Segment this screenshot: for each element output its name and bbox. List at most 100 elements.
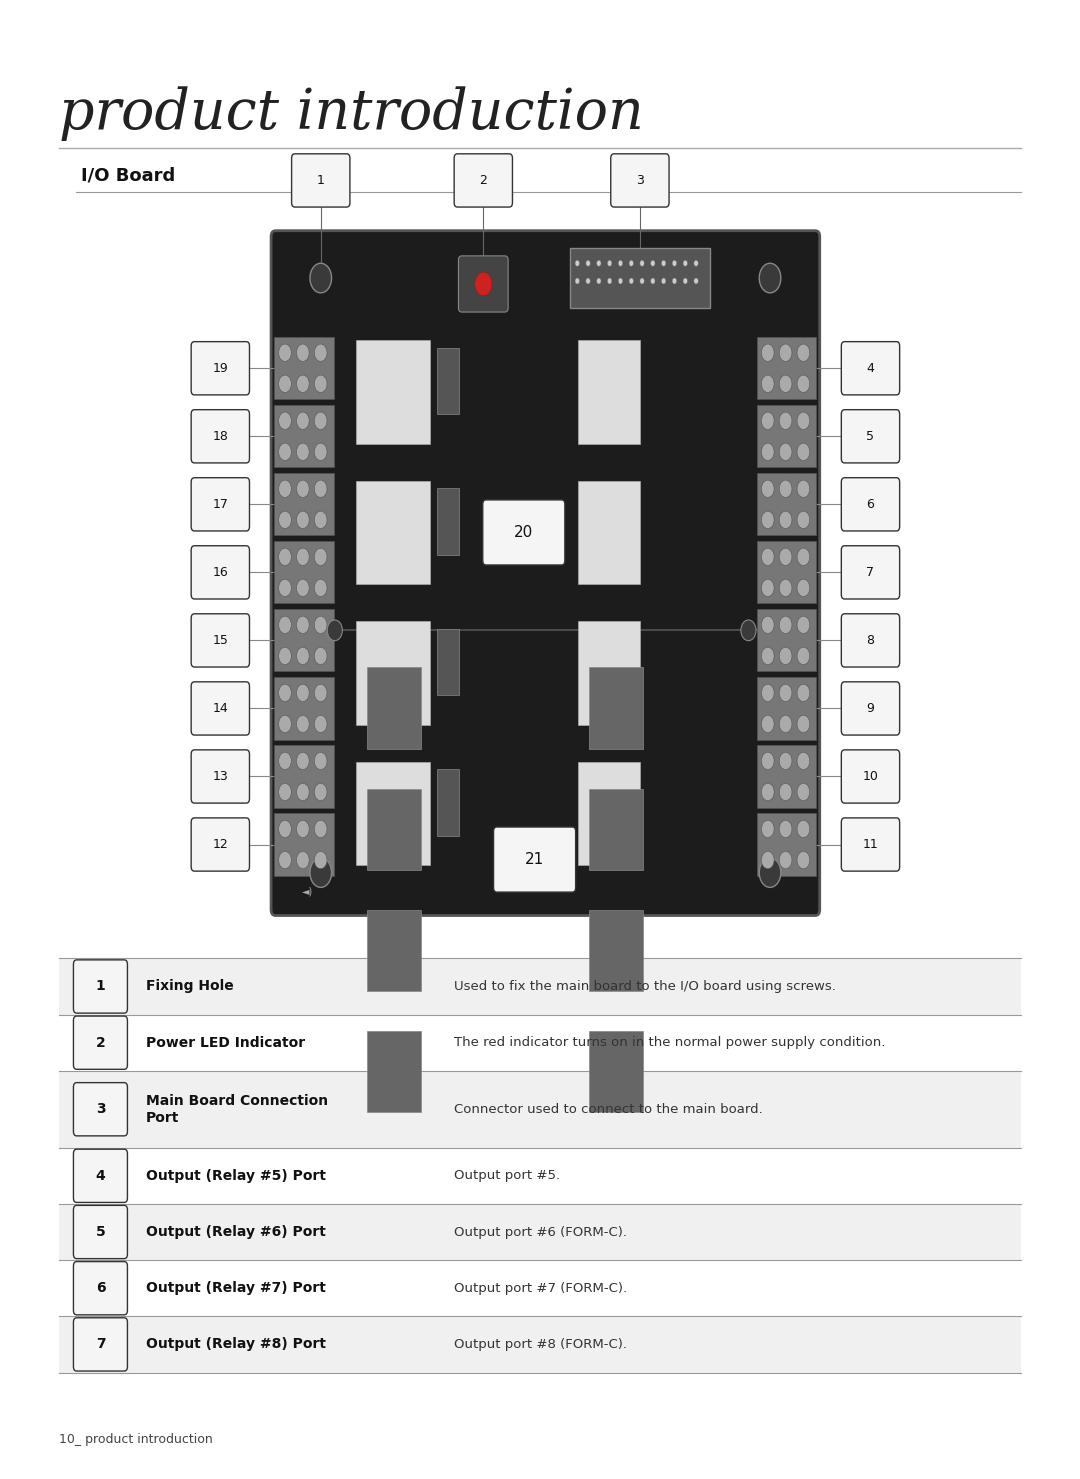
Bar — [59, 1204, 1021, 1260]
Bar — [757, 405, 816, 467]
Circle shape — [297, 481, 309, 497]
Bar — [589, 788, 643, 870]
Circle shape — [630, 260, 634, 266]
Circle shape — [586, 278, 591, 284]
Bar — [757, 813, 816, 876]
Circle shape — [297, 549, 309, 565]
FancyBboxPatch shape — [191, 410, 249, 463]
Circle shape — [761, 617, 774, 633]
Text: 1: 1 — [316, 175, 325, 186]
FancyBboxPatch shape — [73, 1205, 127, 1259]
Text: 13: 13 — [213, 771, 228, 782]
Circle shape — [662, 260, 665, 266]
Circle shape — [761, 376, 774, 392]
Circle shape — [797, 512, 810, 528]
Circle shape — [279, 512, 292, 528]
Circle shape — [694, 278, 699, 284]
Bar — [578, 621, 640, 725]
FancyBboxPatch shape — [191, 682, 249, 735]
Circle shape — [780, 580, 792, 596]
Circle shape — [672, 260, 676, 266]
Circle shape — [314, 481, 327, 497]
Text: 8: 8 — [866, 634, 875, 646]
Circle shape — [576, 278, 580, 284]
Bar — [274, 677, 334, 740]
FancyBboxPatch shape — [841, 750, 900, 803]
Text: Output (Relay #7) Port: Output (Relay #7) Port — [146, 1281, 326, 1296]
Circle shape — [608, 278, 612, 284]
Circle shape — [597, 278, 602, 284]
Bar — [570, 248, 711, 308]
Text: 3: 3 — [636, 175, 644, 186]
Circle shape — [314, 852, 327, 868]
FancyBboxPatch shape — [841, 818, 900, 871]
Circle shape — [297, 345, 309, 361]
Circle shape — [797, 481, 810, 497]
Circle shape — [279, 716, 292, 732]
Circle shape — [279, 580, 292, 596]
Circle shape — [780, 753, 792, 769]
Circle shape — [780, 716, 792, 732]
FancyBboxPatch shape — [73, 1149, 127, 1202]
Bar — [437, 769, 459, 836]
Bar — [589, 910, 643, 991]
Text: Fixing Hole: Fixing Hole — [146, 979, 233, 994]
Circle shape — [314, 376, 327, 392]
Bar — [757, 745, 816, 808]
Text: Output port #5.: Output port #5. — [454, 1170, 559, 1182]
Circle shape — [761, 481, 774, 497]
Text: 10: 10 — [863, 771, 878, 782]
Circle shape — [650, 278, 654, 284]
FancyBboxPatch shape — [483, 500, 565, 565]
Circle shape — [780, 685, 792, 701]
Bar — [356, 762, 430, 865]
Text: 10_ product introduction: 10_ product introduction — [59, 1433, 213, 1446]
Circle shape — [761, 648, 774, 664]
Bar — [59, 1071, 1021, 1148]
Bar — [274, 541, 334, 603]
Text: Main Board Connection
Port: Main Board Connection Port — [146, 1093, 328, 1126]
Circle shape — [797, 549, 810, 565]
Circle shape — [279, 549, 292, 565]
Text: 15: 15 — [213, 634, 228, 646]
FancyBboxPatch shape — [292, 154, 350, 207]
Bar — [437, 348, 459, 414]
Circle shape — [797, 413, 810, 429]
Bar — [274, 745, 334, 808]
Bar — [274, 473, 334, 535]
FancyBboxPatch shape — [73, 960, 127, 1013]
Text: Output port #7 (FORM-C).: Output port #7 (FORM-C). — [454, 1282, 626, 1294]
Circle shape — [297, 685, 309, 701]
Circle shape — [314, 580, 327, 596]
Circle shape — [672, 278, 676, 284]
Circle shape — [279, 784, 292, 800]
Circle shape — [279, 444, 292, 460]
Circle shape — [761, 549, 774, 565]
Text: 2: 2 — [480, 175, 487, 186]
Bar — [59, 1260, 1021, 1316]
Circle shape — [279, 413, 292, 429]
Bar — [367, 667, 421, 748]
Circle shape — [662, 278, 665, 284]
FancyBboxPatch shape — [191, 750, 249, 803]
Circle shape — [780, 481, 792, 497]
Text: Output (Relay #8) Port: Output (Relay #8) Port — [146, 1337, 326, 1352]
Text: 5: 5 — [866, 430, 875, 442]
Bar — [59, 1015, 1021, 1071]
Circle shape — [780, 821, 792, 837]
Circle shape — [314, 345, 327, 361]
Circle shape — [780, 784, 792, 800]
Circle shape — [297, 617, 309, 633]
Bar — [274, 405, 334, 467]
Bar — [274, 337, 334, 399]
FancyBboxPatch shape — [191, 342, 249, 395]
Text: I/O Board: I/O Board — [81, 167, 175, 185]
Circle shape — [314, 549, 327, 565]
Circle shape — [797, 345, 810, 361]
Text: The red indicator turns on in the normal power supply condition.: The red indicator turns on in the normal… — [454, 1037, 885, 1049]
Circle shape — [761, 852, 774, 868]
Circle shape — [279, 821, 292, 837]
Circle shape — [684, 278, 688, 284]
Bar — [757, 541, 816, 603]
Circle shape — [279, 753, 292, 769]
